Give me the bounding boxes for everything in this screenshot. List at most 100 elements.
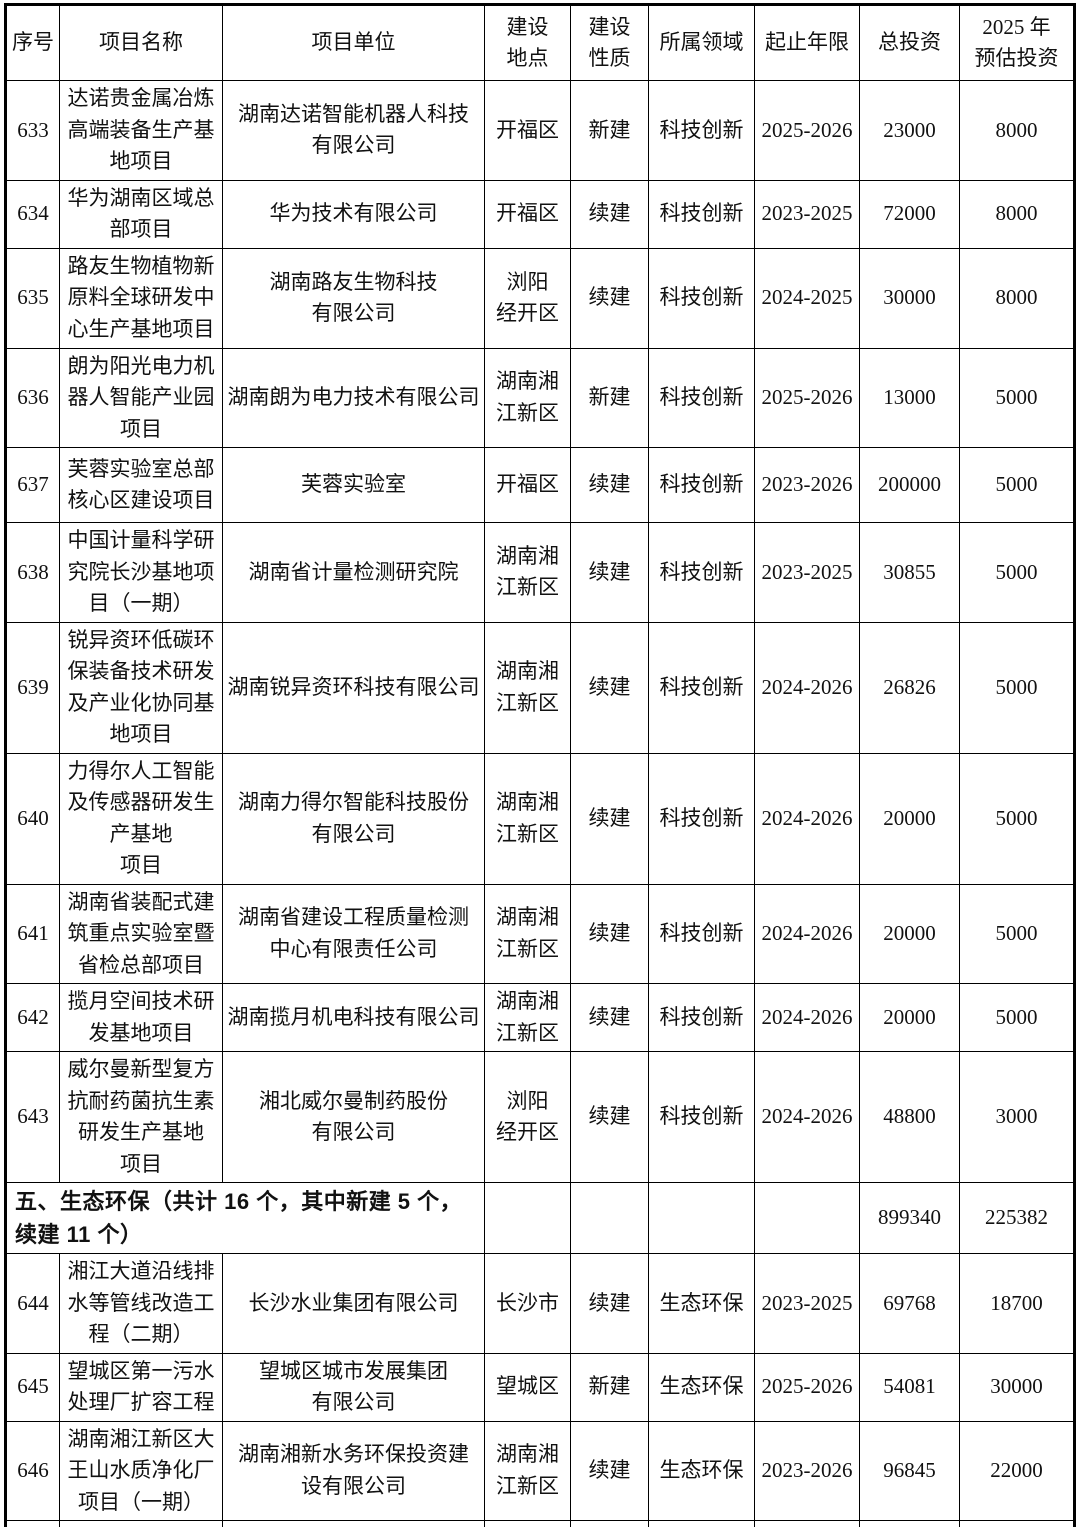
table-row: 641 湖南省装配式建 筑重点实验室暨 省检总部项目 湖南省建设工程质量检测 中心有…: [5, 883, 1075, 984]
cell-est2025: 5000: [959, 447, 1075, 523]
section-empty-cell-field: [648, 1182, 755, 1254]
column-header-est2025: 2025 年 预估投资: [959, 4, 1075, 81]
cell-seq: 641: [5, 883, 60, 984]
cell-location: 开福区: [484, 80, 571, 181]
table-row: 638 中国计量科学研 究院长沙基地项 目（一期） 湖南省计量检测研究院 湖南湘 江新…: [5, 522, 1075, 623]
cell-location: 开福区: [484, 447, 571, 523]
cell-total: 30855: [859, 522, 960, 623]
table-row: 639 锐异资环低碳环 保装备技术研发 及产业化协同基 地项目 湖南锐异资环科技有限…: [5, 621, 1075, 754]
cell-total: 20000: [859, 883, 960, 984]
cell-seq: 643: [5, 1051, 60, 1183]
cell-field: 生态环保: [648, 1352, 755, 1422]
table-row: 644 湘江大道沿线排 水等管线改造工 程（二期） 长沙水业集团有限公司 长沙市 续建生…: [5, 1253, 1075, 1354]
cell-years: 2024-2026: [754, 883, 860, 984]
cell-years: 2024-2026: [754, 1051, 860, 1183]
cell-est2025: 8000: [959, 247, 1075, 349]
cell-nature: 续建: [570, 621, 649, 754]
cell-unit: 湘北威尔曼制药股份 有限公司: [222, 1051, 485, 1183]
cell-years: 2025-2026: [754, 347, 860, 448]
cell-field: 科技创新: [648, 1051, 755, 1183]
cell-total: 66975: [859, 1520, 960, 1527]
cell-nature: 续建: [570, 447, 649, 523]
cell-total: 13000: [859, 347, 960, 448]
cell-nature: 续建: [570, 522, 649, 623]
cell-nature: 续建: [570, 1520, 649, 1527]
table-row: 634 华为湖南区域总 部项目 华为技术有限公司 开福区 续建 科技创新 2023-2025…: [5, 179, 1075, 249]
cell-nature: 新建: [570, 1352, 649, 1422]
cell-total: 20000: [859, 983, 960, 1052]
section-title: 五、生态环保（共计 16 个，其中新建 5 个，续建 11 个）: [5, 1182, 485, 1254]
cell-field: 科技创新: [648, 347, 755, 448]
table-row: 636 朗为阳光电力机 器人智能产业园 项目 湖南朗为电力技术有限公司 湖南湘 江新区…: [5, 347, 1075, 448]
cell-name: 朗为阳光电力机 器人智能产业园 项目: [59, 347, 223, 448]
cell-nature: 续建: [570, 1051, 649, 1183]
cell-years: 2023-2025: [754, 1253, 860, 1354]
cell-seq: 636: [5, 347, 60, 448]
cell-total: 23000: [859, 80, 960, 181]
cell-name: 华为湖南区域总 部项目: [59, 179, 223, 249]
cell-unit: 湖南力得尔智能科技股份 有限公司: [222, 752, 485, 885]
cell-total: 69768: [859, 1253, 960, 1354]
header-row: 序号 项目名称 项目单位 建设 地点 建设 性质 所属领域 起止年限 总投资 2025 年 预估…: [5, 4, 1075, 81]
cell-name: 威尔曼新型复方 抗耐药菌抗生素 研发生产基地 项目: [59, 1051, 223, 1183]
cell-total: 30000: [859, 247, 960, 349]
cell-location: 长沙市: [484, 1253, 571, 1354]
cell-seq: 647: [5, 1520, 60, 1527]
cell-location: 湖南湘 江新区: [484, 621, 571, 754]
cell-total: 20000: [859, 752, 960, 885]
section-empty-cell-years: [754, 1182, 860, 1254]
cell-name: 芙蓉实验室总部 核心区建设项目: [59, 447, 223, 523]
cell-location: 湖南湘 江新区: [484, 752, 571, 885]
cell-unit: 长沙经济技术开发集团有 限公司: [222, 1520, 485, 1527]
table-row: 640 力得尔人工智能 及传感器研发生 产基地 项目 湖南力得尔智能科技股份 有限公…: [5, 752, 1075, 885]
cell-field: 科技创新: [648, 447, 755, 523]
cell-name: 力得尔人工智能 及传感器研发生 产基地 项目: [59, 752, 223, 885]
cell-nature: 续建: [570, 179, 649, 249]
cell-unit: 湖南路友生物科技 有限公司: [222, 247, 485, 349]
cell-est2025: 5000: [959, 522, 1075, 623]
cell-years: 2024-2025: [754, 247, 860, 349]
cell-nature: 续建: [570, 752, 649, 885]
cell-nature: 续建: [570, 1253, 649, 1354]
cell-field: 生态环保: [648, 1520, 755, 1527]
cell-field: 科技创新: [648, 883, 755, 984]
cell-seq: 638: [5, 522, 60, 623]
section-empty-cell-location: [484, 1182, 571, 1254]
cell-years: 2024-2026: [754, 752, 860, 885]
section-empty-cell-nature: [570, 1182, 649, 1254]
cell-seq: 644: [5, 1253, 60, 1354]
cell-field: 科技创新: [648, 752, 755, 885]
cell-years: 2023-2026: [754, 447, 860, 523]
cell-est2025: 5000: [959, 347, 1075, 448]
section-cell-est2025: 225382: [959, 1182, 1075, 1254]
cell-est2025: 18700: [959, 1253, 1075, 1354]
cell-nature: 续建: [570, 1420, 649, 1521]
cell-years: 2023-2026: [754, 1420, 860, 1521]
cell-name: 湖南省装配式建 筑重点实验室暨 省检总部项目: [59, 883, 223, 984]
cell-seq: 646: [5, 1420, 60, 1521]
cell-location: 湖南湘 江新区: [484, 1420, 571, 1521]
cell-seq: 640: [5, 752, 60, 885]
cell-seq: 633: [5, 80, 60, 181]
cell-est2025: 22000: [959, 1420, 1075, 1521]
cell-total: 72000: [859, 179, 960, 249]
cell-years: 2024-2026: [754, 621, 860, 754]
cell-est2025: 5000: [959, 883, 1075, 984]
cell-est2025: 5000: [959, 621, 1075, 754]
cell-location: 望城区: [484, 1352, 571, 1422]
cell-unit: 芙蓉实验室: [222, 447, 485, 523]
cell-total: 54081: [859, 1352, 960, 1422]
cell-name: 达诺贵金属冶炼 高端装备生产基 地项目: [59, 80, 223, 181]
cell-location: 开福区: [484, 179, 571, 249]
cell-location: 湖南湘 江新区: [484, 522, 571, 623]
cell-location: 湖南湘 江新区: [484, 983, 571, 1052]
cell-field: 科技创新: [648, 80, 755, 181]
cell-name: 望城区第一污水 处理厂扩容工程: [59, 1352, 223, 1422]
cell-field: 科技创新: [648, 621, 755, 754]
cell-unit: 湖南朗为电力技术有限公司: [222, 347, 485, 448]
table-row: 642 揽月空间技术研 发基地项目 湖南揽月机电科技有限公司 湖南湘 江新区 续建 科技创…: [5, 983, 1075, 1052]
cell-name: 湖南湘江新区大 王山水质净化厂 项目（一期）: [59, 1420, 223, 1521]
cell-field: 科技创新: [648, 522, 755, 623]
cell-years: 2024-2026: [754, 1520, 860, 1527]
